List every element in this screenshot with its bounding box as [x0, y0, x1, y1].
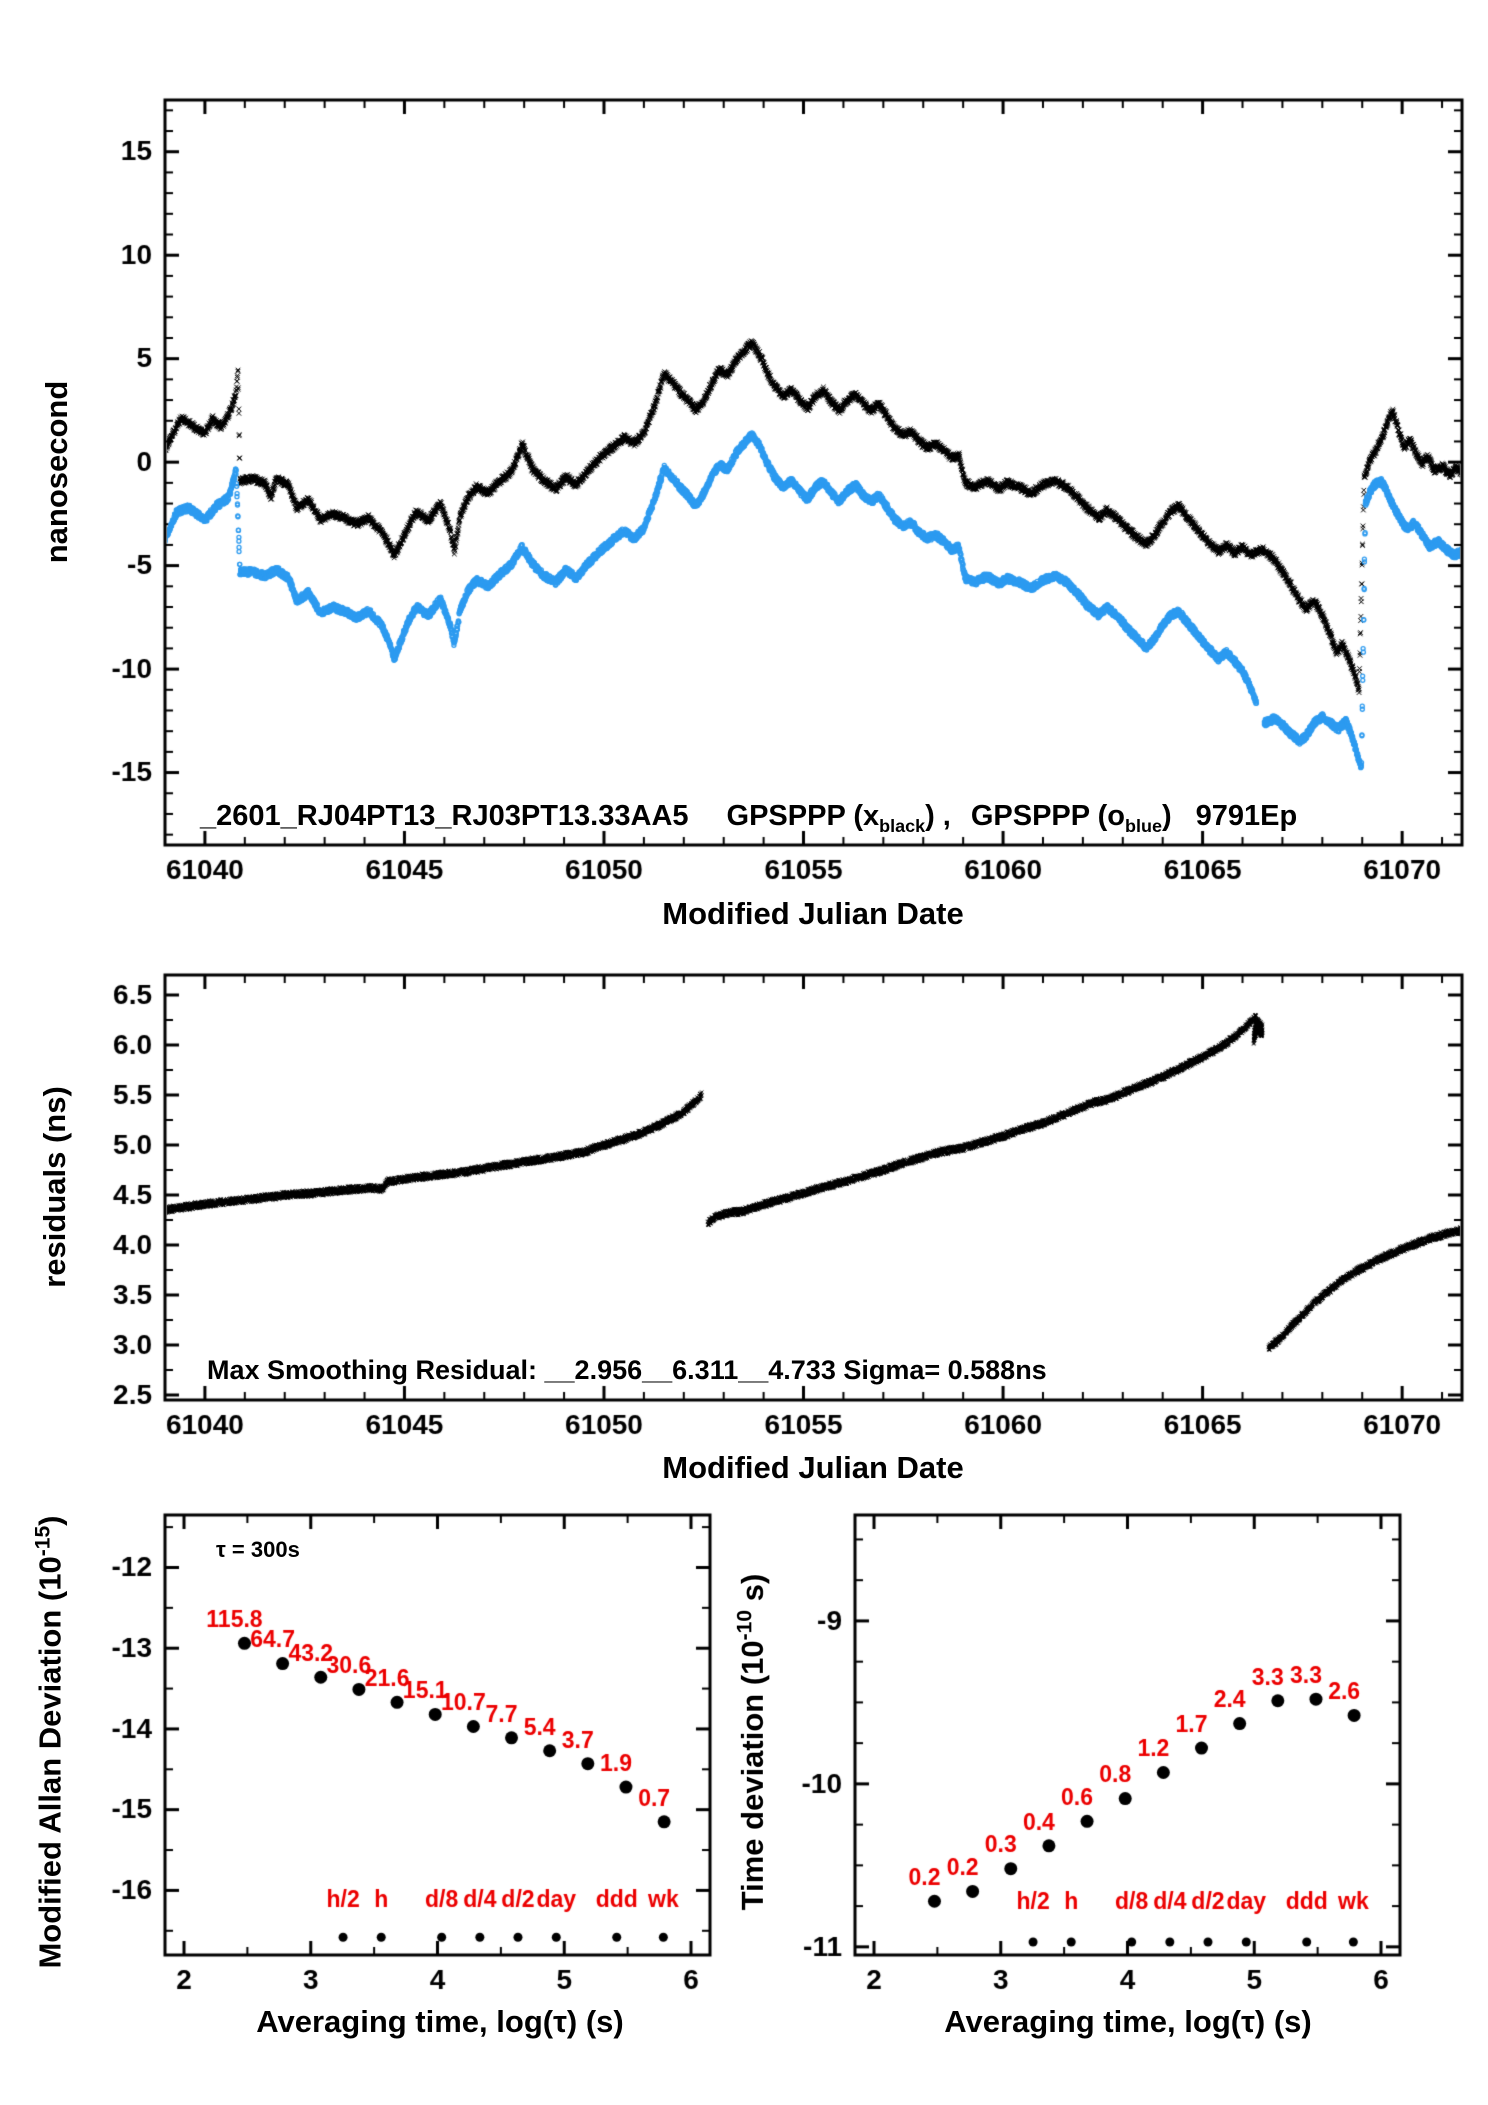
panel3-ylabel-main: Modified Allan Deviation (10 [32, 1556, 68, 1969]
panel3-ylabel-close: ) [32, 1515, 68, 1526]
legend-separator: ) , [925, 800, 951, 832]
panel3-y-axis-label: Modified Allan Deviation (10-15) [31, 1515, 68, 1968]
legend-series2-close: ) [1161, 800, 1172, 832]
panel1-y-axis-label: nanosecond [39, 380, 74, 564]
panel4-ylabel-close: s) [734, 1573, 770, 1610]
legend-series1-subscript: black [879, 815, 926, 836]
legend-dataset-id: _2601_RJ04PT13_RJ03PT13.33AA5 [200, 800, 689, 832]
panel4-y-axis-label: Time deviation (10-10 s) [733, 1574, 770, 1911]
panel2-annotation: Max Smoothing Residual: __2.956__6.311__… [207, 1355, 1047, 1385]
legend-series1-label: GPSPPP (x [726, 800, 880, 832]
legend-station-code: 9791Ep [1195, 800, 1298, 832]
legend-series2-subscript: blue [1125, 815, 1162, 836]
panel3-tau-annotation: τ = 300s [216, 1537, 300, 1562]
panel4-ylabel-main: Time deviation (10 [734, 1640, 770, 1911]
panel3-x-axis-label: Averaging time, log(τ) (s) [256, 2004, 624, 2039]
panel4-x-axis-label: Averaging time, log(τ) (s) [944, 2004, 1312, 2039]
panel3-ylabel-exponent: -15 [31, 1525, 55, 1557]
panel1-x-axis-label: Modified Julian Date [662, 896, 964, 931]
panel2-x-axis-label: Modified Julian Date [662, 1450, 964, 1485]
panel2-y-axis-label: residuals (ns) [37, 1086, 72, 1288]
panel4-ylabel-exponent: -10 [733, 1609, 757, 1641]
legend-series2-label: GPSPPP (o [970, 800, 1126, 832]
panel1-legend: _2601_RJ04PT13_RJ03PT13.33AA5 GPSPPP (xbl… [200, 800, 1297, 837]
